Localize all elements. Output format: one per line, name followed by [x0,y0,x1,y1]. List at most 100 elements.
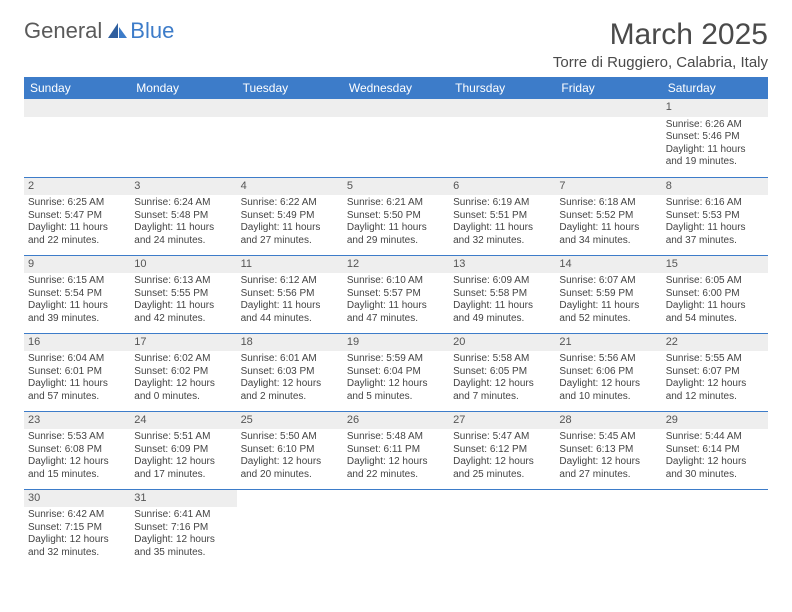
daylight-text: Daylight: 11 hours and 24 minutes. [134,222,232,247]
sunrise-text: Sunrise: 6:15 AM [28,275,126,288]
daylight-text: Daylight: 11 hours and 52 minutes. [559,300,657,325]
day-body: Sunrise: 6:12 AMSunset: 5:56 PMDaylight:… [237,273,343,328]
col-friday: Friday [555,77,661,99]
daylight-text: Daylight: 12 hours and 22 minutes. [347,456,445,481]
calendar-cell [555,489,661,567]
calendar-cell: 25Sunrise: 5:50 AMSunset: 6:10 PMDayligh… [237,411,343,489]
day-number: 15 [662,256,768,274]
sunrise-text: Sunrise: 6:16 AM [666,197,764,210]
calendar-row: 16Sunrise: 6:04 AMSunset: 6:01 PMDayligh… [24,333,768,411]
day-number: 17 [130,334,236,352]
sunset-text: Sunset: 5:48 PM [134,210,232,223]
calendar-cell [449,99,555,177]
day-number: 2 [24,178,130,196]
sunrise-text: Sunrise: 6:09 AM [453,275,551,288]
sunrise-text: Sunrise: 6:05 AM [666,275,764,288]
day-body: Sunrise: 5:45 AMSunset: 6:13 PMDaylight:… [555,429,661,484]
calendar-cell: 20Sunrise: 5:58 AMSunset: 6:05 PMDayligh… [449,333,555,411]
sunrise-text: Sunrise: 6:01 AM [241,353,339,366]
calendar-row: 2Sunrise: 6:25 AMSunset: 5:47 PMDaylight… [24,177,768,255]
daylight-text: Daylight: 12 hours and 12 minutes. [666,378,764,403]
calendar-cell: 10Sunrise: 6:13 AMSunset: 5:55 PMDayligh… [130,255,236,333]
calendar-cell: 1Sunrise: 6:26 AMSunset: 5:46 PMDaylight… [662,99,768,177]
calendar-cell: 24Sunrise: 5:51 AMSunset: 6:09 PMDayligh… [130,411,236,489]
sunrise-text: Sunrise: 6:42 AM [28,509,126,522]
day-number: 4 [237,178,343,196]
day-number: 29 [662,412,768,430]
calendar-cell [24,99,130,177]
sunrise-text: Sunrise: 6:13 AM [134,275,232,288]
sunrise-text: Sunrise: 6:24 AM [134,197,232,210]
sunset-text: Sunset: 5:56 PM [241,288,339,301]
day-number: 31 [130,490,236,508]
day-body: Sunrise: 6:42 AMSunset: 7:15 PMDaylight:… [24,507,130,562]
day-body: Sunrise: 6:25 AMSunset: 5:47 PMDaylight:… [24,195,130,250]
sunrise-text: Sunrise: 5:48 AM [347,431,445,444]
calendar-cell [237,489,343,567]
day-body: Sunrise: 6:24 AMSunset: 5:48 PMDaylight:… [130,195,236,250]
calendar-cell [130,99,236,177]
day-body: Sunrise: 6:16 AMSunset: 5:53 PMDaylight:… [662,195,768,250]
calendar-cell: 31Sunrise: 6:41 AMSunset: 7:16 PMDayligh… [130,489,236,567]
day-body: Sunrise: 5:51 AMSunset: 6:09 PMDaylight:… [130,429,236,484]
daylight-text: Daylight: 11 hours and 54 minutes. [666,300,764,325]
logo-text-blue: Blue [130,18,174,44]
day-body: Sunrise: 5:47 AMSunset: 6:12 PMDaylight:… [449,429,555,484]
sunset-text: Sunset: 6:01 PM [28,366,126,379]
sunrise-text: Sunrise: 5:58 AM [453,353,551,366]
sunrise-text: Sunrise: 6:25 AM [28,197,126,210]
sunset-text: Sunset: 5:49 PM [241,210,339,223]
day-number: 23 [24,412,130,430]
daylight-text: Daylight: 11 hours and 22 minutes. [28,222,126,247]
sunrise-text: Sunrise: 6:22 AM [241,197,339,210]
daylight-text: Daylight: 11 hours and 29 minutes. [347,222,445,247]
sunrise-text: Sunrise: 6:04 AM [28,353,126,366]
daylight-text: Daylight: 11 hours and 19 minutes. [666,144,764,169]
day-body: Sunrise: 5:55 AMSunset: 6:07 PMDaylight:… [662,351,768,406]
day-number: 13 [449,256,555,274]
day-body: Sunrise: 6:15 AMSunset: 5:54 PMDaylight:… [24,273,130,328]
calendar-cell: 13Sunrise: 6:09 AMSunset: 5:58 PMDayligh… [449,255,555,333]
daylight-text: Daylight: 12 hours and 10 minutes. [559,378,657,403]
sunrise-text: Sunrise: 5:50 AM [241,431,339,444]
day-number: 26 [343,412,449,430]
sunset-text: Sunset: 6:02 PM [134,366,232,379]
sunset-text: Sunset: 6:00 PM [666,288,764,301]
sunrise-text: Sunrise: 5:47 AM [453,431,551,444]
calendar-cell [343,99,449,177]
sunrise-text: Sunrise: 5:56 AM [559,353,657,366]
sunset-text: Sunset: 7:16 PM [134,522,232,535]
day-number: 7 [555,178,661,196]
daylight-text: Daylight: 11 hours and 49 minutes. [453,300,551,325]
daylight-text: Daylight: 11 hours and 27 minutes. [241,222,339,247]
calendar-cell: 6Sunrise: 6:19 AMSunset: 5:51 PMDaylight… [449,177,555,255]
calendar-cell: 17Sunrise: 6:02 AMSunset: 6:02 PMDayligh… [130,333,236,411]
day-body: Sunrise: 6:04 AMSunset: 6:01 PMDaylight:… [24,351,130,406]
col-monday: Monday [130,77,236,99]
day-body: Sunrise: 5:44 AMSunset: 6:14 PMDaylight:… [662,429,768,484]
day-body: Sunrise: 6:26 AMSunset: 5:46 PMDaylight:… [662,117,768,172]
calendar-cell: 11Sunrise: 6:12 AMSunset: 5:56 PMDayligh… [237,255,343,333]
sunset-text: Sunset: 5:53 PM [666,210,764,223]
calendar-cell [237,99,343,177]
calendar-cell: 9Sunrise: 6:15 AMSunset: 5:54 PMDaylight… [24,255,130,333]
day-body: Sunrise: 6:18 AMSunset: 5:52 PMDaylight:… [555,195,661,250]
day-number: 10 [130,256,236,274]
sunset-text: Sunset: 6:09 PM [134,444,232,457]
sunrise-text: Sunrise: 5:55 AM [666,353,764,366]
location-text: Torre di Ruggiero, Calabria, Italy [553,54,768,71]
col-sunday: Sunday [24,77,130,99]
col-saturday: Saturday [662,77,768,99]
sunset-text: Sunset: 5:59 PM [559,288,657,301]
sunrise-text: Sunrise: 6:41 AM [134,509,232,522]
daylight-text: Daylight: 11 hours and 37 minutes. [666,222,764,247]
calendar-cell: 29Sunrise: 5:44 AMSunset: 6:14 PMDayligh… [662,411,768,489]
daylight-text: Daylight: 12 hours and 2 minutes. [241,378,339,403]
calendar-cell: 2Sunrise: 6:25 AMSunset: 5:47 PMDaylight… [24,177,130,255]
day-number: 6 [449,178,555,196]
day-number: 20 [449,334,555,352]
daylight-text: Daylight: 12 hours and 5 minutes. [347,378,445,403]
calendar-row: 9Sunrise: 6:15 AMSunset: 5:54 PMDaylight… [24,255,768,333]
daylight-text: Daylight: 12 hours and 27 minutes. [559,456,657,481]
sunset-text: Sunset: 6:07 PM [666,366,764,379]
